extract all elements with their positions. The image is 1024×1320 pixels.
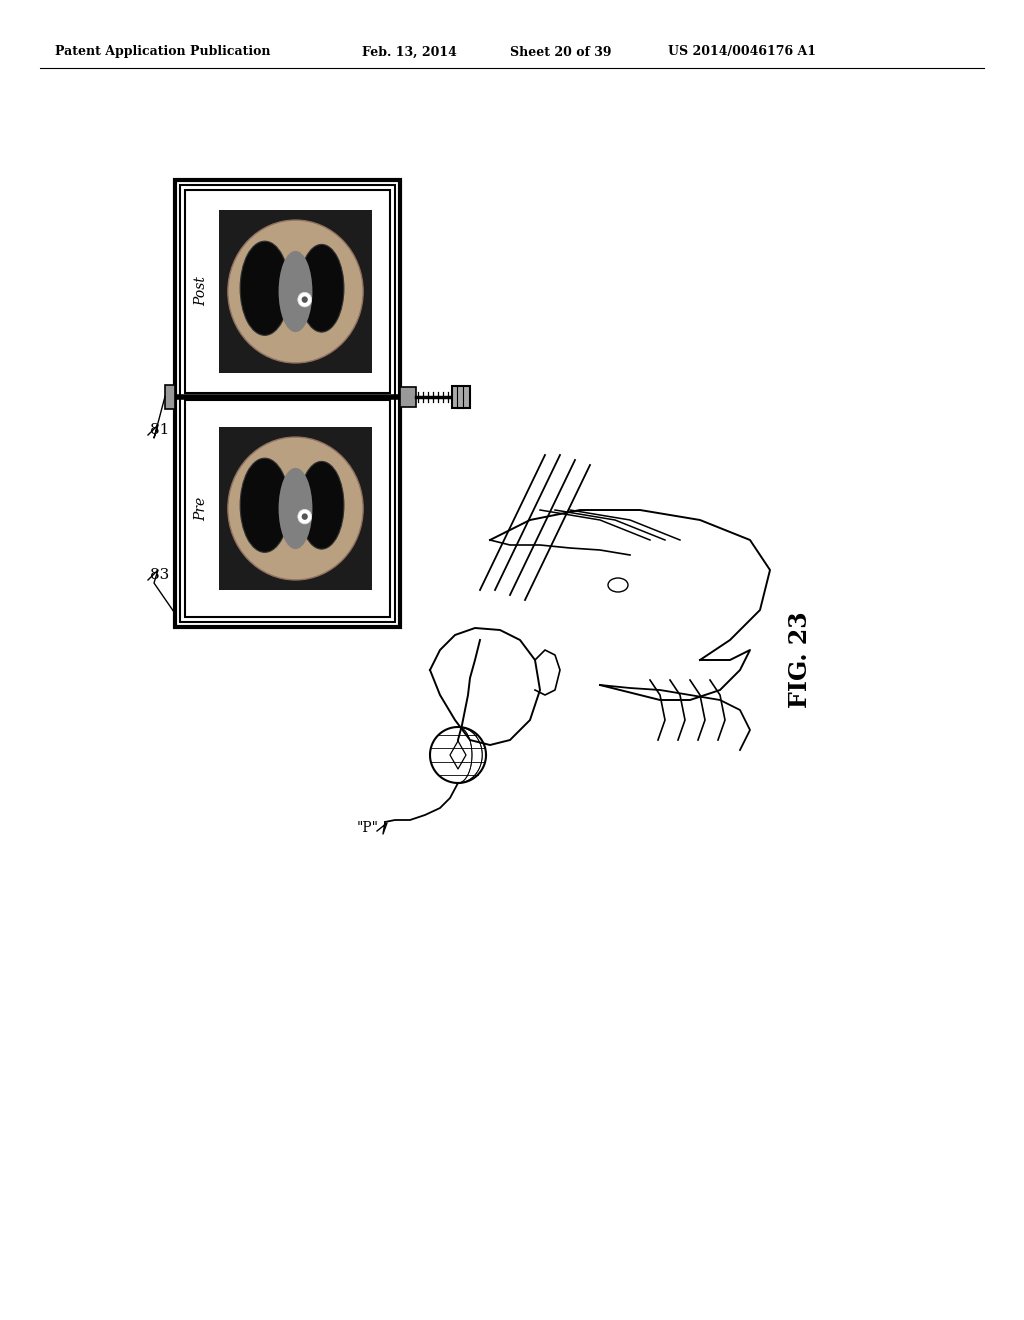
Text: Feb. 13, 2014: Feb. 13, 2014	[362, 45, 457, 58]
Bar	[219, 210, 373, 372]
Ellipse shape	[298, 510, 311, 524]
Text: Sheet 20 of 39: Sheet 20 of 39	[510, 45, 611, 58]
Bar	[452, 385, 470, 408]
Ellipse shape	[228, 437, 364, 579]
Ellipse shape	[241, 242, 290, 335]
Text: 83: 83	[150, 568, 169, 582]
Text: FIG. 23: FIG. 23	[788, 611, 812, 709]
Bar	[400, 387, 416, 407]
Ellipse shape	[299, 462, 344, 549]
Text: 81: 81	[150, 422, 169, 437]
Ellipse shape	[299, 244, 344, 333]
Bar	[185, 190, 390, 393]
Ellipse shape	[241, 458, 290, 552]
Text: Post: Post	[194, 276, 208, 306]
Text: "P": "P"	[357, 821, 379, 836]
Ellipse shape	[279, 251, 312, 333]
Ellipse shape	[302, 297, 308, 302]
Bar	[165, 384, 175, 408]
Bar	[185, 400, 390, 616]
Text: Patent Application Publication: Patent Application Publication	[55, 45, 270, 58]
Ellipse shape	[298, 292, 311, 308]
Ellipse shape	[302, 513, 308, 520]
Ellipse shape	[279, 467, 312, 549]
Ellipse shape	[228, 220, 364, 363]
Text: Pre: Pre	[194, 496, 208, 520]
Bar	[175, 180, 400, 627]
Bar	[180, 185, 395, 622]
Bar	[219, 428, 373, 590]
Text: US 2014/0046176 A1: US 2014/0046176 A1	[668, 45, 816, 58]
